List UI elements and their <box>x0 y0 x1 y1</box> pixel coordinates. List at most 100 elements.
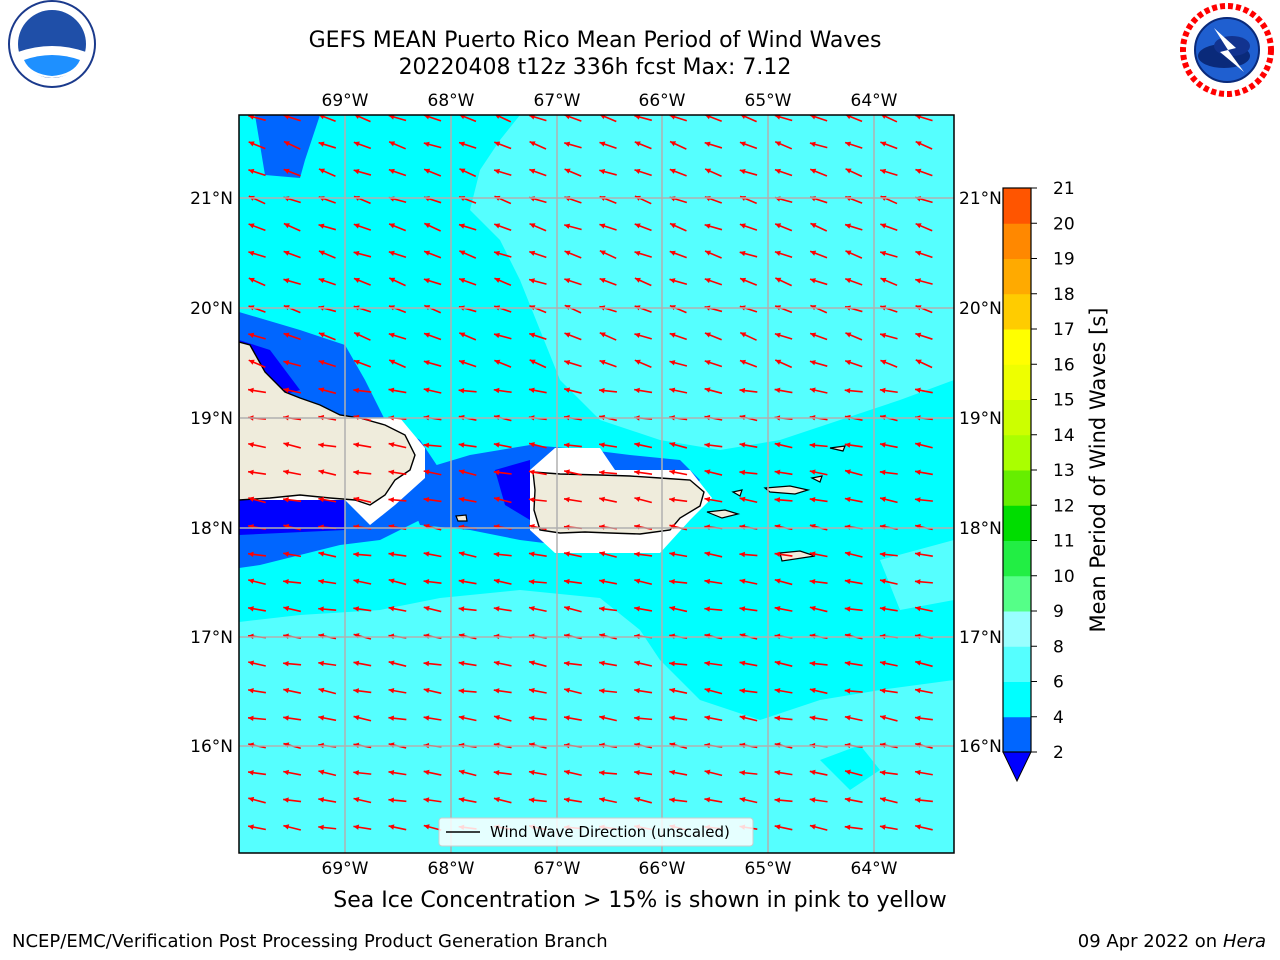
lat-label-right: 21°N <box>959 189 1002 209</box>
wind-wave-arrowhead <box>669 687 676 694</box>
period-band-under-2-b <box>495 460 530 520</box>
chart-subtitle: 20220408 t12z 336h fcst Max: 7.12 <box>398 55 792 80</box>
wind-wave-arrowhead <box>458 660 465 667</box>
wind-wave-arrowhead <box>493 688 500 694</box>
wind-wave-arrowhead <box>704 141 711 147</box>
wind-wave-arrowhead <box>844 387 851 394</box>
land-culebra <box>731 489 743 497</box>
wind-wave-arrowhead <box>354 115 360 120</box>
wind-wave-arrowhead <box>739 250 746 257</box>
wind-wave-arrowhead <box>809 360 816 366</box>
wind-wave-arrowhead <box>248 660 255 666</box>
wind-wave-arrowhead <box>353 469 359 476</box>
wind-wave-arrowhead <box>634 606 640 612</box>
wind-wave-arrowhead <box>564 605 571 612</box>
wind-wave-arrowhead <box>915 168 922 174</box>
wind-wave-arrowhead <box>493 796 500 803</box>
wind-wave-arrowhead <box>775 223 782 229</box>
wind-wave-arrowhead <box>739 797 746 803</box>
wind-wave-arrowhead <box>880 168 887 175</box>
wind-wave-arrowhead <box>809 442 816 448</box>
wind-wave-arrowhead <box>563 660 570 667</box>
wind-wave-arrowhead <box>599 250 606 256</box>
wind-wave-arrowhead <box>669 332 676 338</box>
wind-wave-arrowhead <box>739 168 746 175</box>
wind-wave-arrowhead <box>634 168 641 175</box>
wind-wave-arrowhead <box>423 360 430 366</box>
wind-wave-arrowhead <box>845 769 851 775</box>
wind-wave-arrowhead <box>248 796 255 803</box>
wind-wave-arrowhead <box>669 115 676 120</box>
wind-wave-arrowhead <box>704 359 711 366</box>
wind-wave-arrowhead <box>318 141 325 147</box>
wind-wave-arrowhead <box>458 496 465 503</box>
wind-wave-arrowhead <box>845 250 852 256</box>
wind-wave-arrowhead <box>528 551 535 557</box>
colorbar-tick-label: 13 <box>1053 461 1075 481</box>
wind-wave-arrowhead <box>388 168 395 174</box>
wind-wave-arrowhead <box>915 442 922 448</box>
wind-wave-arrowhead <box>424 223 431 229</box>
wind-wave-arrowhead <box>459 332 466 338</box>
wind-wave-arrowhead <box>809 278 816 284</box>
bottom-lon-labels: 69°W 68°W 67°W 66°W 65°W 64°W <box>322 859 898 879</box>
wind-wave-arrowhead <box>880 332 886 339</box>
wind-wave-arrowhead <box>423 824 430 830</box>
wind-wave-arrowhead <box>915 660 922 666</box>
wind-wave-arrowhead <box>915 387 921 393</box>
noaa-logo <box>8 0 96 88</box>
wind-wave-arrowhead <box>248 469 254 476</box>
wind-wave-arrowhead <box>493 660 500 666</box>
wind-wave-arrowhead <box>248 387 254 394</box>
chart-title: GEFS MEAN Puerto Rico Mean Period of Win… <box>308 28 882 53</box>
wind-wave-arrowhead <box>424 250 431 256</box>
colorbar-bin <box>1003 223 1031 259</box>
wind-wave-arrowhead <box>318 168 325 174</box>
wind-wave-arrowhead <box>599 277 606 284</box>
wind-wave-arrowhead <box>388 660 395 666</box>
wind-wave-arrowhead <box>564 551 570 557</box>
lat-label-left: 21°N <box>190 189 233 209</box>
wind-wave-arrowhead <box>459 277 466 284</box>
wind-wave-arrowhead <box>494 359 501 365</box>
wind-wave-arrowhead <box>283 115 290 120</box>
wind-wave-arrowhead <box>353 660 360 666</box>
wind-wave-arrowhead <box>318 250 325 256</box>
wind-wave-arrowhead <box>844 660 851 667</box>
wind-wave-arrowhead <box>704 578 711 585</box>
wind-wave-arrowhead <box>879 606 886 612</box>
wind-wave-arrowhead <box>564 769 570 776</box>
period-band-6-8-east <box>880 540 954 610</box>
wind-wave-arrowhead <box>739 551 745 558</box>
wind-wave-arrowhead <box>248 141 255 147</box>
wind-wave-arrowhead <box>915 469 921 475</box>
wind-wave-arrowhead <box>564 141 571 147</box>
wind-wave-arrowhead <box>423 687 430 694</box>
wind-wave-arrowhead <box>634 250 641 257</box>
wind-wave-arrowhead <box>458 688 465 694</box>
colorbar-tick-label: 11 <box>1053 532 1075 552</box>
wind-wave-arrowhead <box>424 168 431 174</box>
wind-wave-arrowhead <box>704 223 711 229</box>
land-tortola <box>810 475 823 483</box>
colorbar-bins <box>1003 188 1031 753</box>
wind-wave-arrowhead <box>634 442 641 448</box>
colorbar-bin <box>1003 188 1031 224</box>
wind-wave-arrowhead <box>879 442 886 448</box>
wind-wave-arrowhead <box>529 250 536 256</box>
wind-wave-arrowhead <box>809 660 816 667</box>
lon-label-bottom: 64°W <box>851 859 898 879</box>
land-hispaniola <box>239 341 416 506</box>
wind-wave-arrowhead <box>845 277 852 284</box>
wind-wave-arrowhead <box>669 250 676 256</box>
colorbar-tick-label: 12 <box>1053 496 1075 516</box>
wind-wave-arrowhead <box>494 250 500 257</box>
colorbar-tick-label: 6 <box>1053 673 1064 693</box>
wind-wave-arrowhead <box>845 332 852 338</box>
wind-wave-arrowhead <box>283 223 290 229</box>
colorbar-tick-label: 18 <box>1053 285 1075 305</box>
wind-wave-arrowhead <box>774 332 781 338</box>
wind-wave-arrowhead <box>880 250 887 257</box>
wind-wave-arrowhead <box>845 115 851 120</box>
wind-wave-arrowhead <box>318 687 325 693</box>
